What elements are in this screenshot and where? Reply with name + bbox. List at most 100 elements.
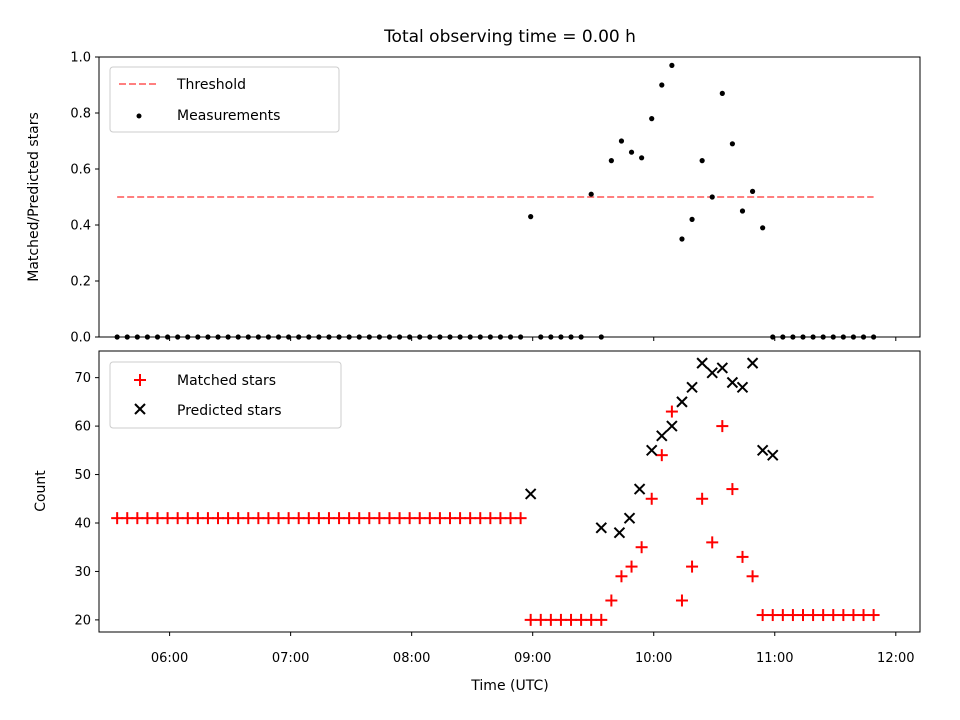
predicted-star-point xyxy=(756,444,769,457)
matched-star-point xyxy=(151,512,164,525)
measurement-point xyxy=(588,191,594,197)
x-tick-label: 10:00 xyxy=(635,651,672,666)
matched-star-point xyxy=(121,512,134,525)
matched-star-point xyxy=(655,449,668,462)
matched-star-point xyxy=(716,420,729,433)
matched-star-point xyxy=(817,609,830,622)
predicted-legend-swatch xyxy=(134,403,146,415)
count-legend: Matched stars Predicted stars xyxy=(109,361,342,429)
matched-star-point xyxy=(191,512,204,525)
matched-star-point xyxy=(635,541,648,554)
predicted-star-point xyxy=(676,396,688,408)
ratio-y-tick-label: 0.6 xyxy=(70,163,91,178)
predicted-star-point xyxy=(746,357,759,369)
measurement-point xyxy=(618,138,625,144)
count-y-tick-label: 30 xyxy=(74,565,91,580)
ratio-legend: Threshold Measurements xyxy=(109,66,340,133)
matched-star-point xyxy=(262,512,275,525)
panel-ratio-frame xyxy=(98,56,921,338)
ratio-y-tick-label: 0.4 xyxy=(70,219,91,234)
matched-star-point xyxy=(393,512,406,525)
measurements-legend-swatch xyxy=(136,113,142,119)
matched-star-point xyxy=(534,613,547,626)
matched-star-point xyxy=(696,492,709,505)
matched-star-point xyxy=(827,609,840,622)
matched-star-point xyxy=(746,570,759,583)
matched-star-point xyxy=(343,512,356,525)
matched-star-point xyxy=(232,512,245,525)
matched-star-point xyxy=(494,512,507,525)
measurement-point xyxy=(749,188,756,194)
predicted-star-point xyxy=(706,367,718,379)
matched-star-point xyxy=(302,512,315,525)
matched-star-point xyxy=(524,613,537,626)
matched-star-point xyxy=(413,512,426,525)
predicted-star-point xyxy=(633,483,646,495)
count-y-axis-label: Count xyxy=(33,470,49,512)
matched-star-point xyxy=(807,609,820,622)
predicted-legend-label: Predicted stars xyxy=(177,403,282,419)
x-tick-label: 09:00 xyxy=(514,651,551,666)
threshold-legend-label: Threshold xyxy=(176,77,246,93)
count-y-tick-label: 40 xyxy=(74,516,91,531)
panel-counts-frame xyxy=(98,350,921,633)
predicted-star-point xyxy=(623,512,636,524)
measurement-point xyxy=(709,194,715,200)
matched-star-point xyxy=(797,609,810,622)
matched-star-point xyxy=(222,512,235,525)
matched-star-point xyxy=(333,512,346,525)
matched-star-point xyxy=(433,512,446,525)
matched-star-point xyxy=(201,512,214,525)
matched-star-point xyxy=(403,512,416,525)
matched-star-point xyxy=(615,570,628,583)
matched-star-point xyxy=(766,609,779,622)
matched-star-point xyxy=(565,613,578,626)
matched-star-point xyxy=(706,536,719,549)
matched-star-point xyxy=(675,594,688,607)
matched-star-point xyxy=(504,512,517,525)
matched-star-point xyxy=(514,512,527,525)
measurement-point xyxy=(628,149,635,155)
matched-star-point xyxy=(554,613,567,626)
panel-counts: 20 30 40 50 60 70 Count Matched stars Predict… xyxy=(33,350,921,636)
matched-star-point xyxy=(363,512,376,525)
predicted-star-point xyxy=(524,488,537,500)
matched-star-point xyxy=(423,512,436,525)
x-tick-label: 11:00 xyxy=(756,651,793,666)
matched-star-point xyxy=(111,512,124,525)
count-y-tick-label: 60 xyxy=(74,420,91,435)
matched-star-point xyxy=(161,512,174,525)
count-y-tick-label: 70 xyxy=(74,371,91,386)
predicted-star-point xyxy=(646,444,658,457)
predicted-star-point xyxy=(736,381,749,394)
x-tick-label: 06:00 xyxy=(151,651,188,666)
ratio-y-tick-label: 0.0 xyxy=(70,331,91,346)
matched-star-point xyxy=(645,492,658,505)
x-axis-label: Time (UTC) xyxy=(470,678,548,694)
matched-star-point xyxy=(292,512,305,525)
matched-star-point xyxy=(665,405,678,418)
measurement-point xyxy=(649,116,655,122)
predicted-star-point xyxy=(656,430,668,442)
matched-star-point xyxy=(383,512,396,525)
matched-star-point xyxy=(736,550,749,563)
predicted-star-point xyxy=(696,357,708,369)
matched-star-point xyxy=(837,609,850,622)
measurement-point xyxy=(739,208,746,214)
matched-star-point xyxy=(776,609,789,622)
matched-star-point xyxy=(595,613,608,626)
matched-star-point xyxy=(686,560,699,573)
matched-star-point xyxy=(484,512,497,525)
matched-star-point xyxy=(171,512,184,525)
measurement-point xyxy=(679,236,685,242)
measurement-point xyxy=(689,216,695,222)
matched-star-point xyxy=(756,609,769,622)
predicted-star-point xyxy=(686,381,698,394)
predicted-star-point xyxy=(666,420,678,432)
matched-star-point xyxy=(786,609,799,622)
ratio-y-axis-label: Matched/Predicted stars xyxy=(26,112,42,282)
measurement-point xyxy=(669,62,675,68)
count-y-tick-label: 50 xyxy=(74,468,91,483)
measurement-point xyxy=(699,158,705,164)
